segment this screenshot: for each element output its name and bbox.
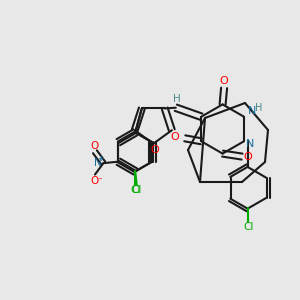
Text: -: - xyxy=(98,174,101,183)
Text: N: N xyxy=(94,158,102,168)
Text: H: H xyxy=(173,94,181,104)
Text: O: O xyxy=(220,76,229,86)
Text: Cl: Cl xyxy=(243,222,254,232)
Text: N: N xyxy=(246,139,255,149)
Text: +: + xyxy=(97,154,104,163)
Text: H: H xyxy=(255,103,262,113)
Text: O: O xyxy=(150,145,159,155)
Text: O: O xyxy=(90,176,98,186)
Text: O: O xyxy=(243,152,252,162)
Text: O: O xyxy=(90,141,98,151)
Text: N: N xyxy=(248,106,256,116)
Text: Cl: Cl xyxy=(131,185,142,195)
Text: Cl: Cl xyxy=(130,185,140,195)
Text: O: O xyxy=(170,132,179,142)
